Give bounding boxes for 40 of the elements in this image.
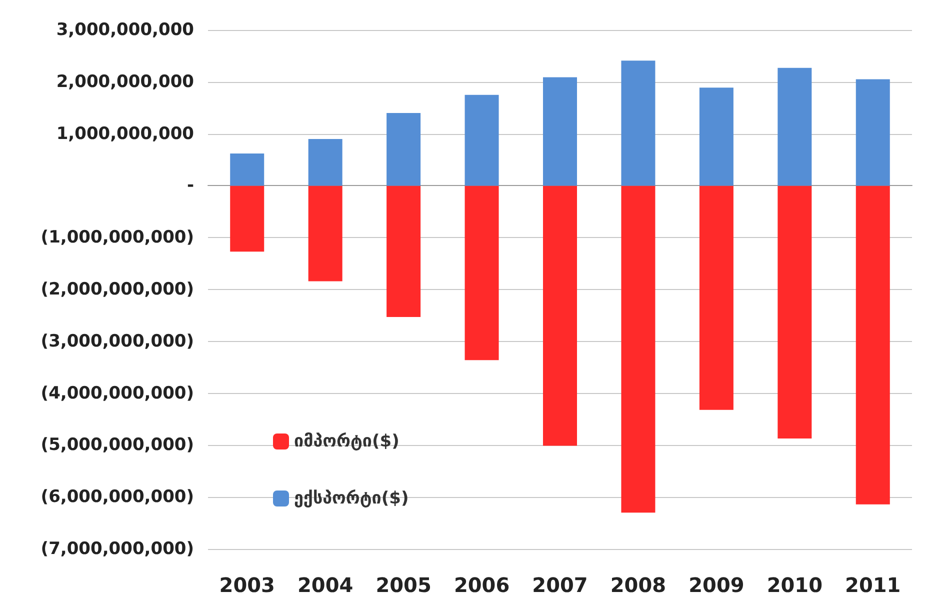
- legend-label: იმპორტი($): [294, 432, 400, 452]
- y-tick-label: -: [186, 176, 194, 196]
- x-tick-label: 2008: [610, 573, 666, 597]
- bar: [621, 60, 656, 186]
- y-tick-label: (1,000,000,000): [40, 228, 194, 248]
- x-tick-label: 2003: [219, 573, 275, 597]
- bar: [856, 79, 890, 186]
- bar: [699, 186, 734, 410]
- bar: [543, 186, 577, 446]
- x-tick-label: 2004: [297, 573, 354, 597]
- bar: [621, 186, 656, 513]
- y-tick-label: (7,000,000,000): [40, 539, 194, 559]
- bar: [230, 186, 264, 252]
- legend-label: ექსპორტი($): [294, 488, 409, 508]
- bar: [308, 138, 342, 186]
- y-tick-label: (4,000,000,000): [40, 383, 194, 404]
- x-tick-label: 2007: [532, 573, 588, 597]
- x-tick-label: 2006: [454, 573, 510, 597]
- bar: [230, 154, 264, 186]
- x-tick-label: 2005: [376, 573, 432, 597]
- bar: [778, 186, 812, 438]
- x-tick-label: 2010: [766, 573, 823, 597]
- bar: [543, 77, 577, 186]
- bar: [464, 186, 499, 360]
- bar: [778, 68, 812, 186]
- bar: [386, 186, 421, 318]
- x-tick-label: 2009: [688, 573, 744, 597]
- bar: [464, 94, 499, 186]
- x-tick-label: 2011: [845, 573, 901, 597]
- bar: [856, 186, 890, 504]
- bar: [386, 113, 421, 186]
- bar: [699, 88, 734, 186]
- y-tick-label: (2,000,000,000): [40, 280, 194, 300]
- y-tick-label: 1,000,000,000: [56, 124, 194, 144]
- y-tick-label: 2,000,000,000: [56, 72, 194, 92]
- y-tick-label: (3,000,000,000): [40, 331, 194, 352]
- y-tick-label: 3,000,000,000: [56, 20, 194, 40]
- y-tick-label: (5,000,000,000): [40, 435, 194, 456]
- y-tick-label: (6,000,000,000): [40, 487, 194, 508]
- bar: [308, 186, 342, 282]
